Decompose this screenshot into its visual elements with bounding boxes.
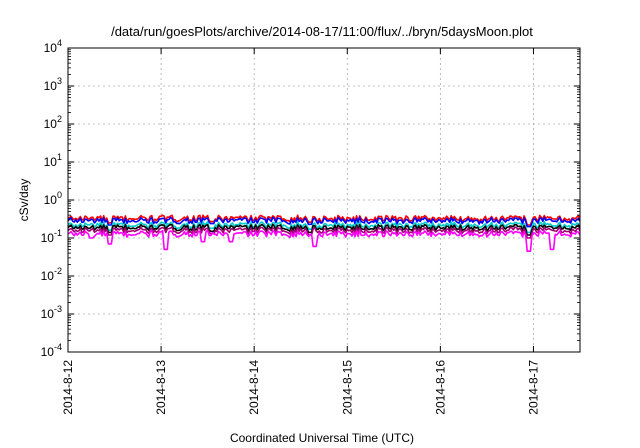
plot-frame [67, 47, 581, 353]
y-tick-label: 101 [44, 152, 62, 169]
y-axis-label: cSv/day [17, 179, 31, 222]
x-tick-label: 2014-8-16 [433, 360, 447, 415]
x-tick-label: 2014-8-12 [61, 360, 75, 415]
y-tick-label: 104 [44, 38, 62, 55]
chart-title: /data/run/goesPlots/archive/2014-08-17/1… [111, 24, 533, 39]
axes [67, 47, 581, 353]
y-tick-label: 100 [44, 190, 62, 207]
grid-lines [68, 48, 580, 352]
series-line-4 [67, 223, 581, 236]
x-tick-labels: 2014-8-12 2014-8-13 2014-8-14 2014-8-15 2014… [61, 360, 540, 415]
x-tick-label: 2014-8-14 [247, 360, 261, 415]
x-tick-label: 2014-8-13 [154, 360, 168, 415]
y-tick-label: 10-2 [41, 266, 62, 283]
series-line-3 [67, 221, 581, 234]
y-tick-labels: 10-4 10-3 10-2 10-1 100 101 102 103 104 [41, 38, 62, 359]
x-tick-label: 2014-8-15 [340, 360, 354, 415]
y-tick-label: 10-3 [41, 304, 62, 321]
y-tick-label: 103 [44, 76, 62, 93]
series-line-5 [67, 226, 581, 239]
series-line-2 [67, 216, 581, 228]
series-layer [67, 214, 581, 252]
y-tick-label: 10-1 [41, 228, 62, 245]
x-tick-label: 2014-8-17 [526, 360, 540, 415]
y-tick-label: 10-4 [41, 342, 62, 359]
series-line-6 [67, 229, 581, 252]
x-axis-label: Coordinated Universal Time (UTC) [230, 431, 414, 445]
y-tick-label: 102 [44, 114, 62, 131]
